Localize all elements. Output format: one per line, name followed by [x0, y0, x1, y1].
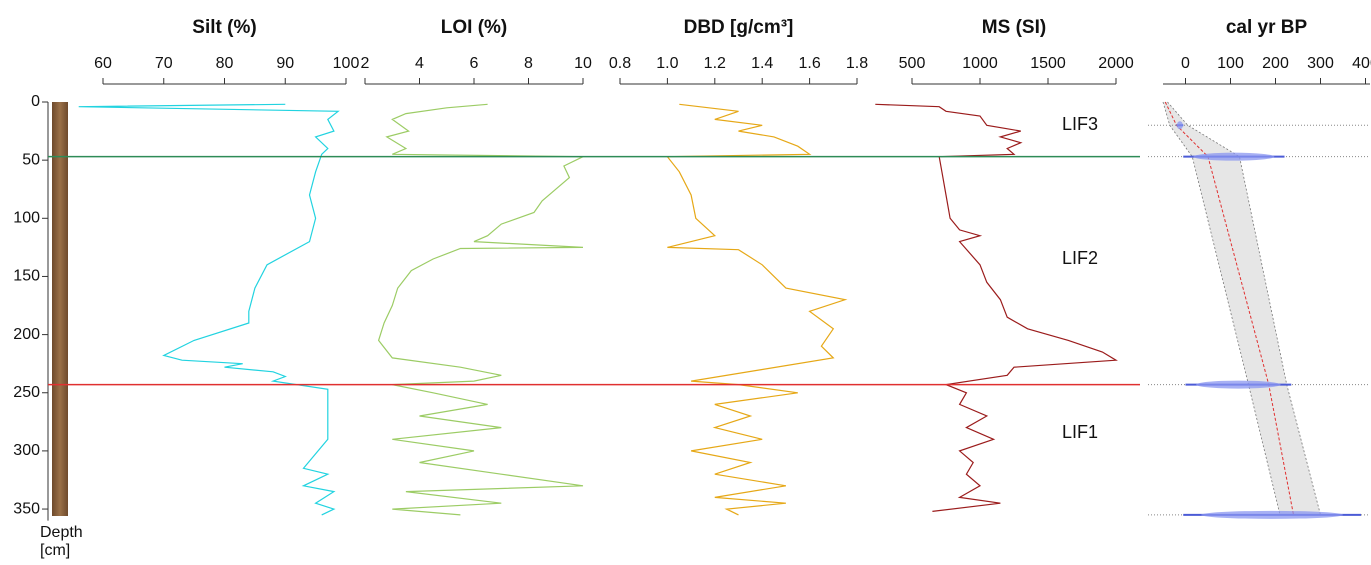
x-tick-label: 4 — [415, 55, 424, 72]
x-tick-label: 70 — [155, 55, 173, 72]
x-tick-label: 100 — [333, 55, 360, 72]
y-tick-label: 300 — [13, 442, 40, 459]
panel-title: MS (SI) — [982, 17, 1046, 38]
date-density — [1176, 121, 1183, 130]
x-tick-label: 1.4 — [751, 55, 773, 72]
y-tick-label: 250 — [13, 384, 40, 401]
age-envelope — [1163, 102, 1321, 515]
x-tick-label: 60 — [94, 55, 112, 72]
panel-title: DBD [g/cm³] — [684, 17, 794, 38]
date-density — [1201, 510, 1344, 519]
x-tick-label: 400 — [1352, 55, 1371, 72]
age-bound — [1167, 101, 1321, 515]
core-image — [52, 102, 68, 516]
x-tick-label: 1.0 — [656, 55, 678, 72]
profile-line — [377, 103, 584, 516]
date-density — [1196, 380, 1281, 389]
x-tick-label: 2000 — [1098, 55, 1134, 72]
profile-line — [875, 103, 1118, 512]
unit-label: LIF3 — [1062, 114, 1098, 134]
x-tick-label: 0 — [1181, 55, 1190, 72]
date-density — [1193, 152, 1275, 161]
x-tick-label: 2 — [361, 55, 370, 72]
y-tick-label: 100 — [13, 210, 40, 227]
x-tick-label: 1.2 — [704, 55, 726, 72]
y-tick-label: 0 — [31, 93, 40, 110]
x-tick-label: 0.8 — [609, 55, 631, 72]
x-tick-label: 10 — [574, 55, 592, 72]
panel-title: Silt (%) — [192, 17, 256, 38]
x-tick-label: 500 — [899, 55, 926, 72]
x-tick-label: 8 — [524, 55, 533, 72]
age-bound — [1162, 101, 1281, 515]
x-tick-label: 1500 — [1030, 55, 1066, 72]
x-tick-label: 100 — [1217, 55, 1244, 72]
x-tick-label: 1.6 — [798, 55, 820, 72]
profile-line — [666, 103, 848, 516]
x-tick-label: 90 — [276, 55, 294, 72]
x-tick-label: 80 — [216, 55, 234, 72]
y-label: Depth — [40, 524, 83, 541]
x-tick-label: 6 — [470, 55, 479, 72]
panel-title: LOI (%) — [441, 17, 508, 38]
x-tick-label: 1000 — [962, 55, 998, 72]
y-label: [cm] — [40, 542, 70, 559]
unit-label: LIF2 — [1062, 248, 1098, 268]
y-tick-label: 50 — [22, 151, 40, 168]
y-tick-label: 350 — [13, 500, 40, 517]
y-tick-label: 200 — [13, 326, 40, 343]
panel-title: cal yr BP — [1226, 17, 1308, 38]
x-tick-label: 300 — [1307, 55, 1334, 72]
unit-label: LIF1 — [1062, 422, 1098, 442]
x-tick-label: 200 — [1262, 55, 1289, 72]
profile-line — [78, 103, 340, 516]
y-tick-label: 150 — [13, 268, 40, 285]
x-tick-label: 1.8 — [846, 55, 868, 72]
